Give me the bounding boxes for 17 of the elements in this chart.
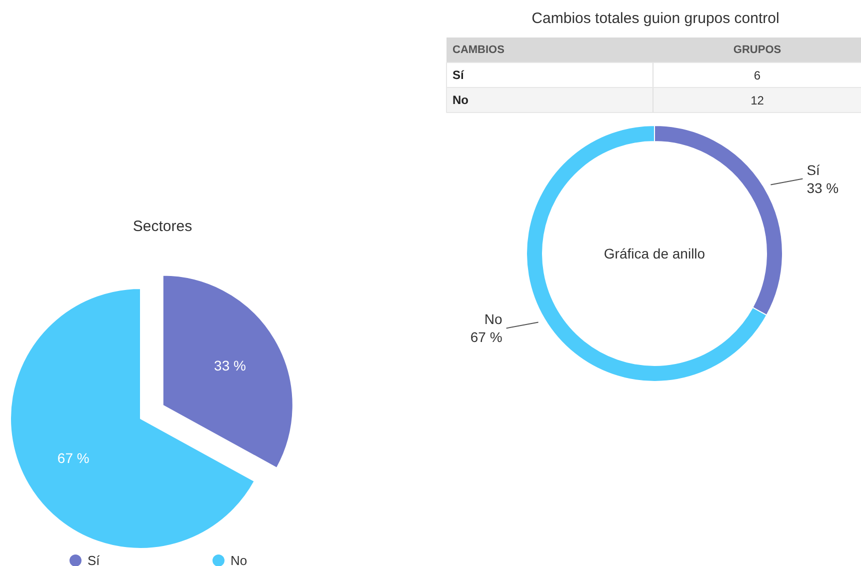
data-label: 67 % (470, 329, 502, 346)
category-label: Sí (452, 68, 465, 82)
data-label: 33 % (806, 180, 839, 196)
data-label: 12 (750, 94, 764, 108)
text: CAMBIOS (452, 44, 504, 56)
text: Gráfica de anillo (604, 246, 706, 262)
data-label: 67 % (57, 450, 90, 466)
category-label: No (452, 93, 468, 107)
legend-label: Sí (88, 553, 100, 566)
data-label: 33 % (214, 358, 246, 374)
chart-title: Sectores (132, 218, 192, 235)
data-label: 6 (754, 68, 761, 82)
slice-label: No (484, 311, 503, 328)
legend-label: No (230, 553, 248, 566)
slice-label: Sí (806, 162, 820, 178)
text: GRUPOS (733, 44, 782, 56)
text: Cambios totales guion grupos control (532, 10, 780, 27)
